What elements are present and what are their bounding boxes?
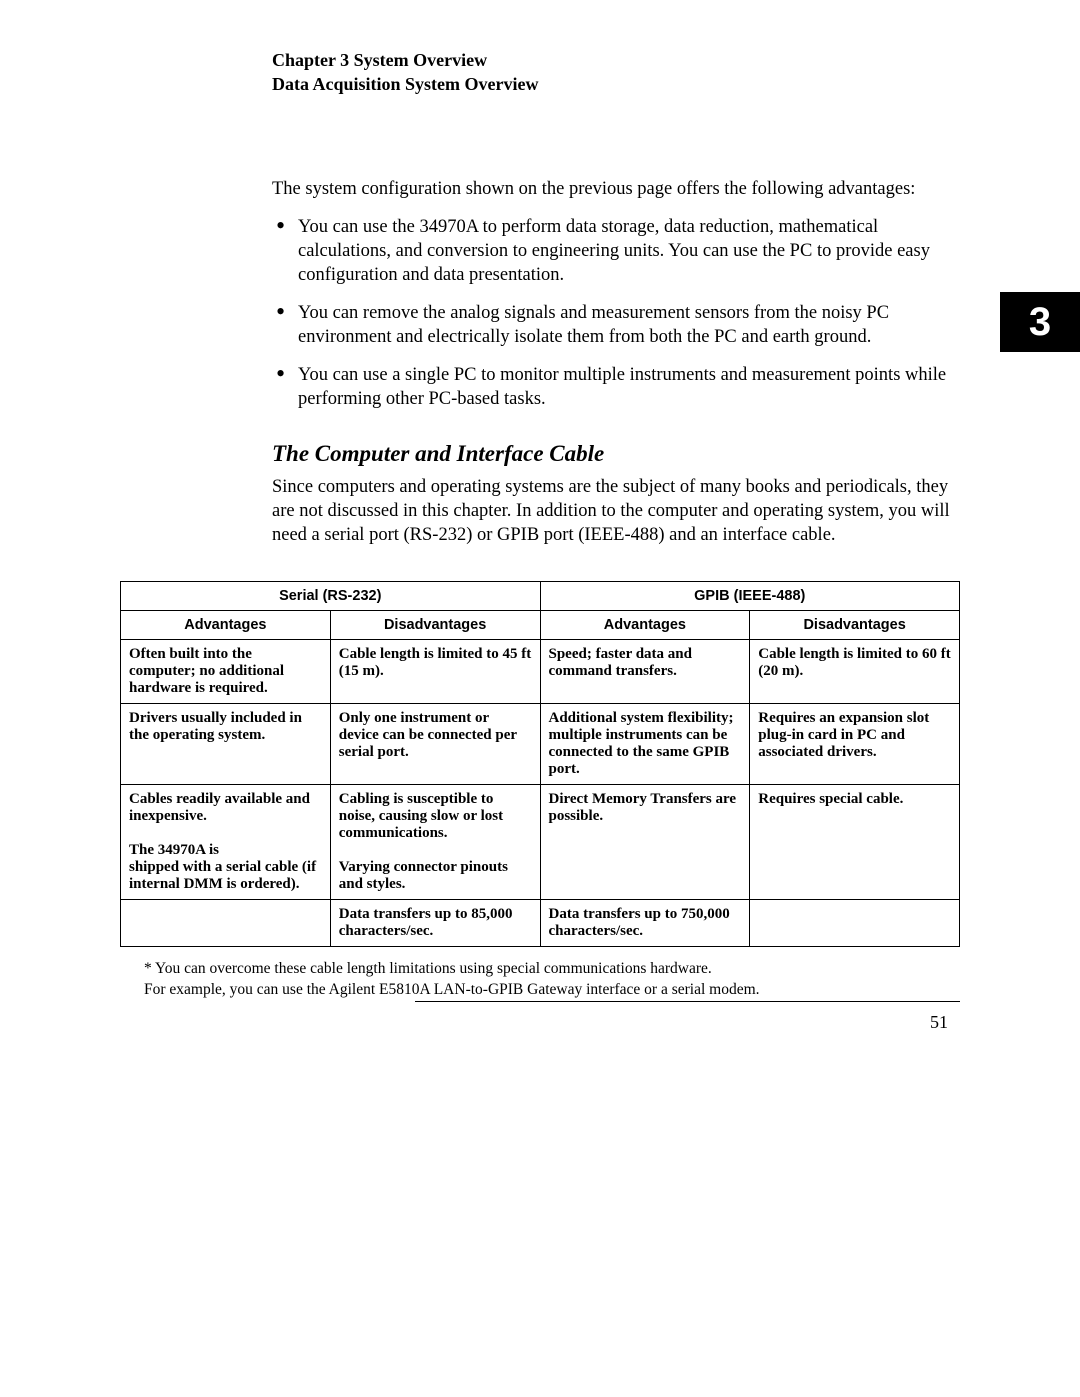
cell-serial-adv: Cables readily available and inexpensive… [121, 785, 331, 900]
chapter-number: 3 [1029, 300, 1051, 345]
cell-gpib-dis: Requires special cable. [750, 785, 960, 900]
comparison-table: Serial (RS-232) GPIB (IEEE-488) Advantag… [120, 581, 960, 947]
cell-gpib-adv: Additional system flexibility; multiple … [540, 704, 750, 785]
table-subhead-dis: Disadvantages [330, 611, 540, 640]
footnote-line: * You can overcome these cable length li… [144, 959, 960, 980]
table-subhead-dis: Disadvantages [750, 611, 960, 640]
section-paragraph: Since computers and operating systems ar… [272, 475, 960, 547]
cell-serial-dis: Data transfers up to 85,000 characters/s… [330, 900, 540, 947]
table-row: Cables readily available and inexpensive… [121, 785, 960, 900]
list-item: You can remove the analog signals and me… [272, 301, 960, 349]
cell-serial-dis: Only one instrument or device can be con… [330, 704, 540, 785]
table-head-gpib: GPIB (IEEE-488) [540, 582, 960, 611]
page-number: 51 [930, 1012, 948, 1033]
table-row: Drivers usually included in the operatin… [121, 704, 960, 785]
footnotes: * You can overcome these cable length li… [144, 959, 960, 1001]
cell-gpib-dis: Cable length is limited to 60 ft (20 m). [750, 640, 960, 704]
footer-rule [415, 1001, 960, 1002]
cell-gpib-dis [750, 900, 960, 947]
table-subhead-adv: Advantages [540, 611, 750, 640]
chapter-tab: 3 [1000, 292, 1080, 352]
cell-serial-adv: Drivers usually included in the operatin… [121, 704, 331, 785]
page-header: Chapter 3 System Overview Data Acquisiti… [272, 48, 960, 97]
list-item: You can use a single PC to monitor multi… [272, 363, 960, 411]
table-subhead-adv: Advantages [121, 611, 331, 640]
footnote-line: For example, you can use the Agilent E58… [144, 980, 960, 1001]
table-head-serial: Serial (RS-232) [121, 582, 541, 611]
cell-gpib-adv: Speed; faster data and command transfers… [540, 640, 750, 704]
cell-gpib-adv: Data transfers up to 750,000 characters/… [540, 900, 750, 947]
list-item: You can use the 34970A to perform data s… [272, 215, 960, 287]
cell-serial-adv [121, 900, 331, 947]
cell-serial-dis: Cabling is susceptible to noise, causing… [330, 785, 540, 900]
cell-gpib-dis: Requires an expansion slot plug-in card … [750, 704, 960, 785]
intro-text: The system configuration shown on the pr… [272, 177, 960, 201]
cell-serial-dis: Cable length is limited to 45 ft (15 m). [330, 640, 540, 704]
table-row: Often built into the computer; no additi… [121, 640, 960, 704]
section-title: The Computer and Interface Cable [272, 439, 960, 469]
section-line: Data Acquisition System Overview [272, 72, 960, 96]
table-row: Data transfers up to 85,000 characters/s… [121, 900, 960, 947]
chapter-line: Chapter 3 System Overview [272, 48, 960, 72]
cell-serial-adv: Often built into the computer; no additi… [121, 640, 331, 704]
advantage-list: You can use the 34970A to perform data s… [272, 215, 960, 411]
cell-gpib-adv: Direct Memory Transfers are possible. [540, 785, 750, 900]
